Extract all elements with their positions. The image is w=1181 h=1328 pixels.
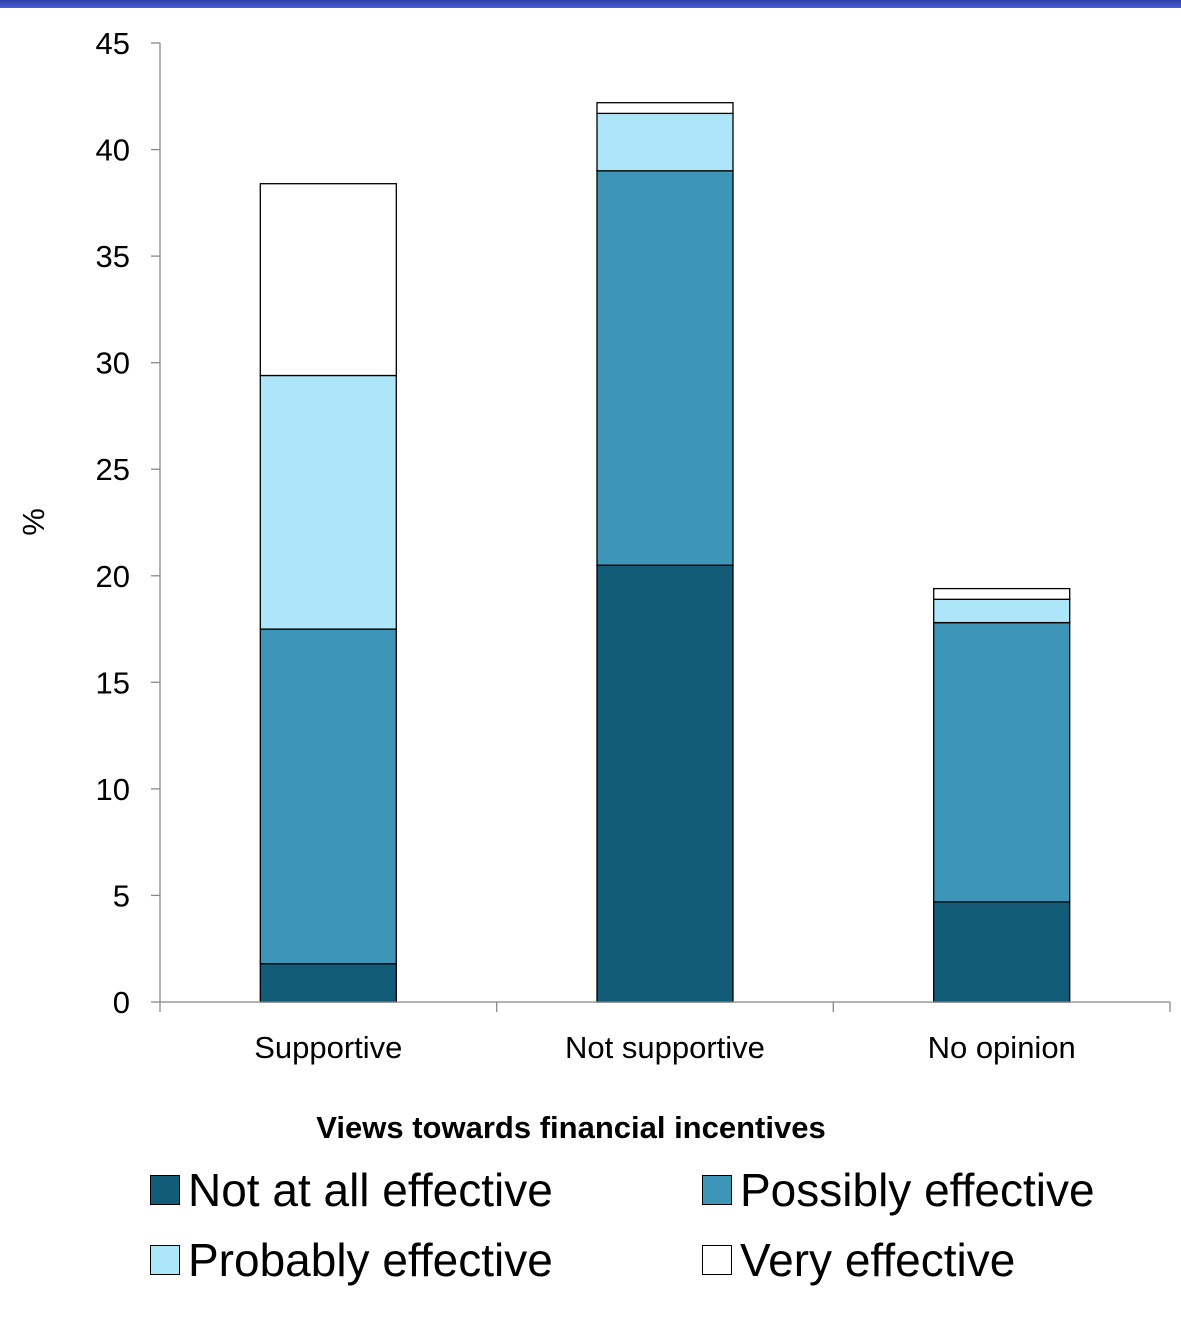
x-tick-label: Not supportive (565, 1030, 765, 1065)
bar-segment (259, 628, 397, 965)
legend-item: Probably effective (150, 1230, 702, 1290)
bar-segment (933, 622, 1071, 903)
y-tick-label: 20 (96, 559, 130, 594)
labels-layer: Supportive Not supportive No opinion 0 5 10 15… (96, 26, 1076, 1065)
bar-segment (596, 170, 734, 566)
y-tick-label: 40 (96, 133, 130, 168)
legend: Not at all effective Possibly effective Pr… (150, 1160, 1150, 1290)
y-tick-label: 5 (113, 878, 130, 913)
bar-segment (259, 183, 397, 377)
y-tick-label: 25 (96, 452, 130, 487)
bars-layer (259, 102, 1071, 1003)
legend-swatch (702, 1175, 732, 1205)
bar-segment (259, 374, 397, 630)
header-accent-bar (0, 0, 1181, 8)
y-tick-label: 10 (96, 772, 130, 807)
bar-segment (596, 564, 734, 1003)
legend-label: Possibly effective (740, 1164, 1095, 1216)
stacked-bar-chart: Supportive Not supportive No opinion 0 5 10 15… (16, 26, 1171, 1145)
bar-segment (933, 587, 1071, 600)
bar-segment (596, 102, 734, 115)
legend-label: Not at all effective (188, 1164, 553, 1216)
y-tick-label: 35 (96, 239, 130, 274)
legend-item: Not at all effective (150, 1160, 702, 1220)
legend-item: Very effective (702, 1230, 1142, 1290)
legend-swatch (150, 1175, 180, 1205)
y-axis-title: % (16, 508, 51, 536)
legend-swatch (702, 1245, 732, 1275)
bar-segment (933, 901, 1071, 1003)
legend-item: Possibly effective (702, 1160, 1142, 1220)
y-tick-label: 15 (96, 665, 130, 700)
legend-swatch (150, 1245, 180, 1275)
y-tick-label: 45 (96, 26, 130, 61)
x-axis-title: Views towards financial incentives (316, 1110, 825, 1145)
x-tick-label: Supportive (254, 1030, 402, 1065)
bar-segment (596, 112, 734, 172)
bar-segment (259, 962, 397, 1003)
x-tick-label: No opinion (928, 1030, 1076, 1065)
axes-layer (151, 42, 1171, 1012)
legend-label: Very effective (740, 1234, 1016, 1286)
y-tick-label: 0 (113, 985, 130, 1020)
bar-segment (933, 598, 1071, 624)
legend-label: Probably effective (188, 1234, 553, 1286)
y-tick-label: 30 (96, 346, 130, 381)
